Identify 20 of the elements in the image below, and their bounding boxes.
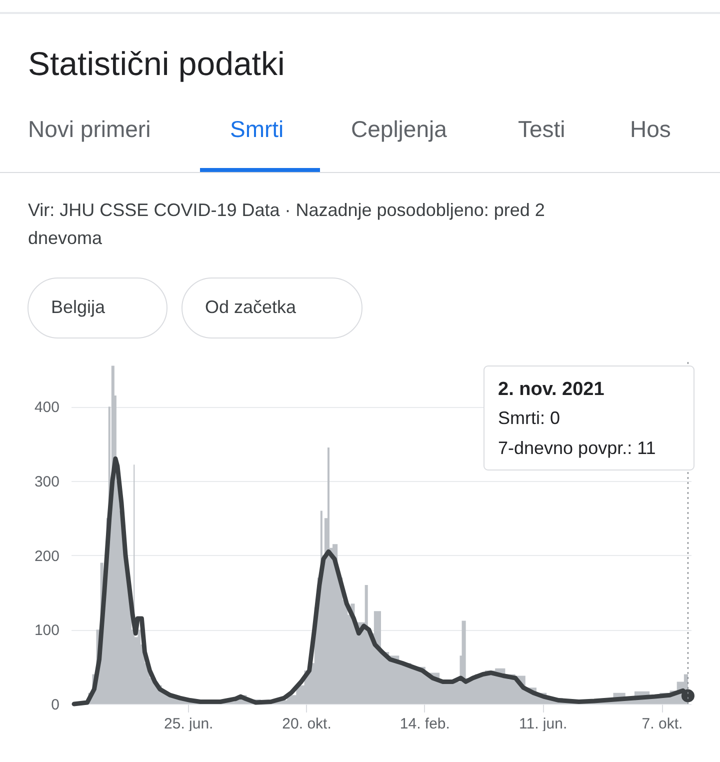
- x-tick-label: 7. okt.: [642, 716, 683, 732]
- text: Novi primeri: [28, 116, 151, 142]
- annotation: 2. nov. 2021: [498, 379, 605, 400]
- y-tick-label: 300: [34, 473, 60, 490]
- text: Smrti: [230, 116, 284, 142]
- chart-title: Statistični podatki: [28, 45, 285, 82]
- text: Hos: [630, 116, 671, 142]
- y-tick-label: 100: [34, 622, 60, 640]
- chart-subtitle: Vir: JHU CSSE COVID-19 Data · Nazadnje posodobljeno: pred 2 dnevoma: [28, 200, 545, 248]
- x-tick-label: 20. okt.: [282, 716, 332, 732]
- annotation: Smrti: 0: [498, 408, 560, 428]
- x-tick-label: 14. feb.: [400, 716, 450, 732]
- text: Cepljenja: [351, 116, 448, 142]
- y-tick-label: 0: [51, 696, 60, 714]
- text: Belgija: [51, 297, 106, 317]
- y-tick-label: 200: [34, 548, 60, 565]
- text: Od začetka: [205, 297, 298, 317]
- text: Testi: [518, 116, 566, 142]
- y-tick-label: 400: [34, 399, 60, 416]
- annotation: 7-dnevno povpr.: 11: [498, 438, 656, 458]
